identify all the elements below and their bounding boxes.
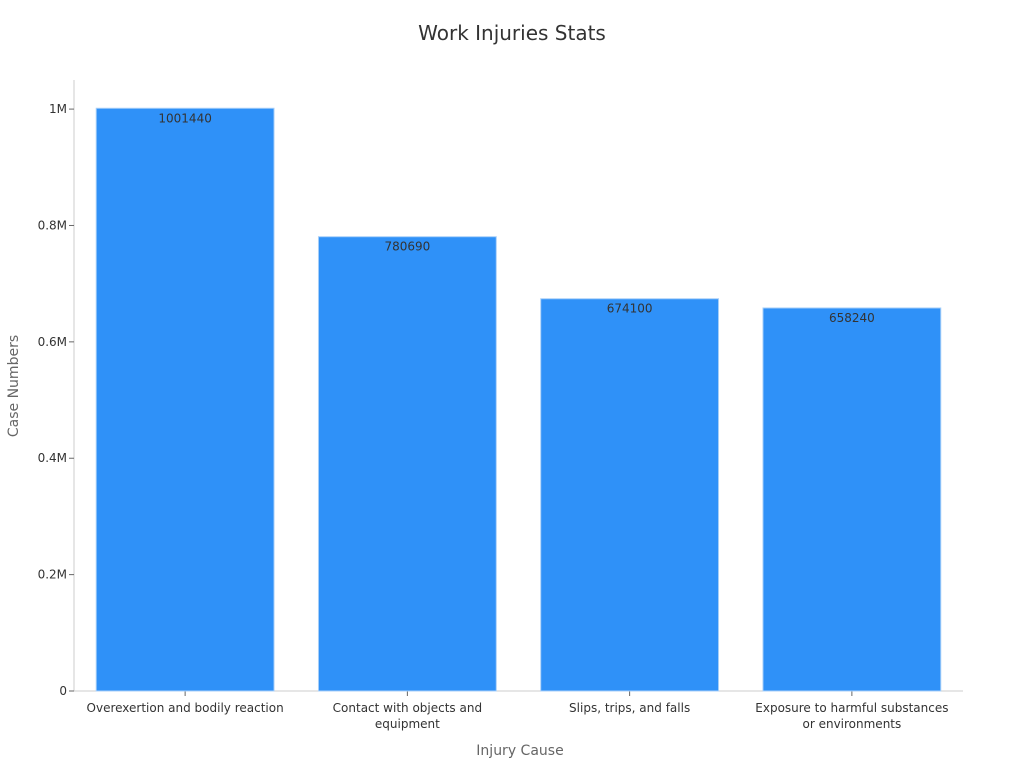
bar [317,236,497,692]
y-tick-label: 0.6M [38,335,67,349]
data-labels: 1001440 780690 674100 658240 [158,111,874,325]
y-tick-label: 0.4M [38,451,67,465]
y-tick-label: 1M [49,102,67,116]
bars [95,107,942,692]
x-axis-title: Injury Cause [476,743,563,759]
bar-value-label: 658240 [829,311,875,325]
y-axis: 0 0.2M 0.4M 0.6M 0.8M 1M [38,80,75,698]
x-axis: Overexertion and bodily reaction Contact … [74,690,963,731]
bar-value-label: 674100 [607,302,653,316]
chart-title: Work Injuries Stats [418,21,606,45]
x-tick-label: Exposure to harmful substances or environ… [755,701,948,731]
x-tick-label: Overexertion and bodily reaction [87,701,284,715]
y-tick-label: 0 [59,684,67,698]
y-tick-label: 0.8M [38,218,67,232]
y-tick-label: 0.2M [38,568,67,582]
y-axis-title: Case Numbers [6,335,22,437]
bar [762,307,942,692]
bar-value-label: 1001440 [158,111,211,125]
x-tick-label: Slips, trips, and falls [569,701,690,715]
bar-value-label: 780690 [384,240,430,254]
bar [540,298,720,692]
x-tick-label: Contact with objects and equipment [333,701,482,731]
bar [95,107,275,692]
